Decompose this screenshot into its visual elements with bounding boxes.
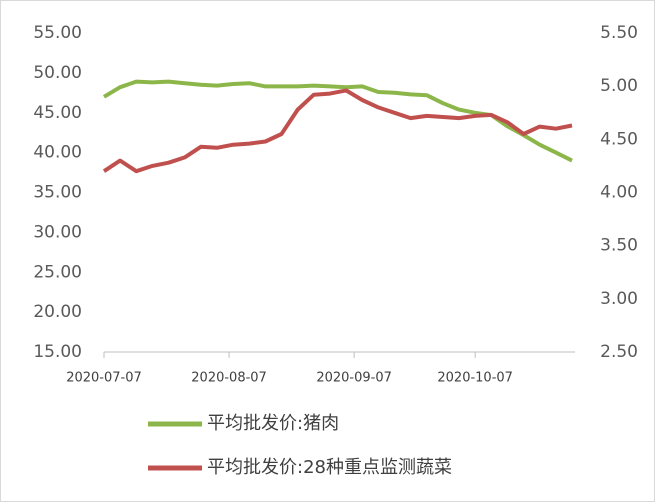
legend-label: 平均批发价:28种重点监测蔬菜 xyxy=(207,457,452,478)
y2-tick-label: 4.50 xyxy=(600,129,638,149)
y-tick-label: 30.00 xyxy=(33,222,82,242)
y2-tick-label: 4.00 xyxy=(600,183,638,203)
x-tick-label: 2020-07-07 xyxy=(66,371,142,386)
y-tick-label: 45.00 xyxy=(33,103,82,123)
series-line xyxy=(102,88,573,174)
y2-tick-label: 5.00 xyxy=(600,76,638,96)
y2-tick-label: 2.50 xyxy=(600,342,638,362)
legend-label: 平均批发价:猪肉 xyxy=(207,413,339,434)
x-tick-label: 2020-08-07 xyxy=(191,371,267,386)
y-tick-label: 50.00 xyxy=(33,63,82,83)
y2-tick-label: 5.50 xyxy=(600,23,638,43)
x-tick-label: 2020-10-07 xyxy=(437,371,513,386)
y2-tick-label: 3.50 xyxy=(600,236,638,256)
y-tick-label: 35.00 xyxy=(33,183,82,203)
y2-tick-label: 3.00 xyxy=(600,289,638,309)
y-tick-label: 15.00 xyxy=(33,342,82,362)
y-tick-label: 20.00 xyxy=(33,302,82,322)
x-tick-label: 2020-09-07 xyxy=(316,371,392,386)
y-tick-label: 55.00 xyxy=(33,23,82,43)
y-tick-label: 40.00 xyxy=(33,143,82,163)
y-tick-label: 25.00 xyxy=(33,262,82,282)
